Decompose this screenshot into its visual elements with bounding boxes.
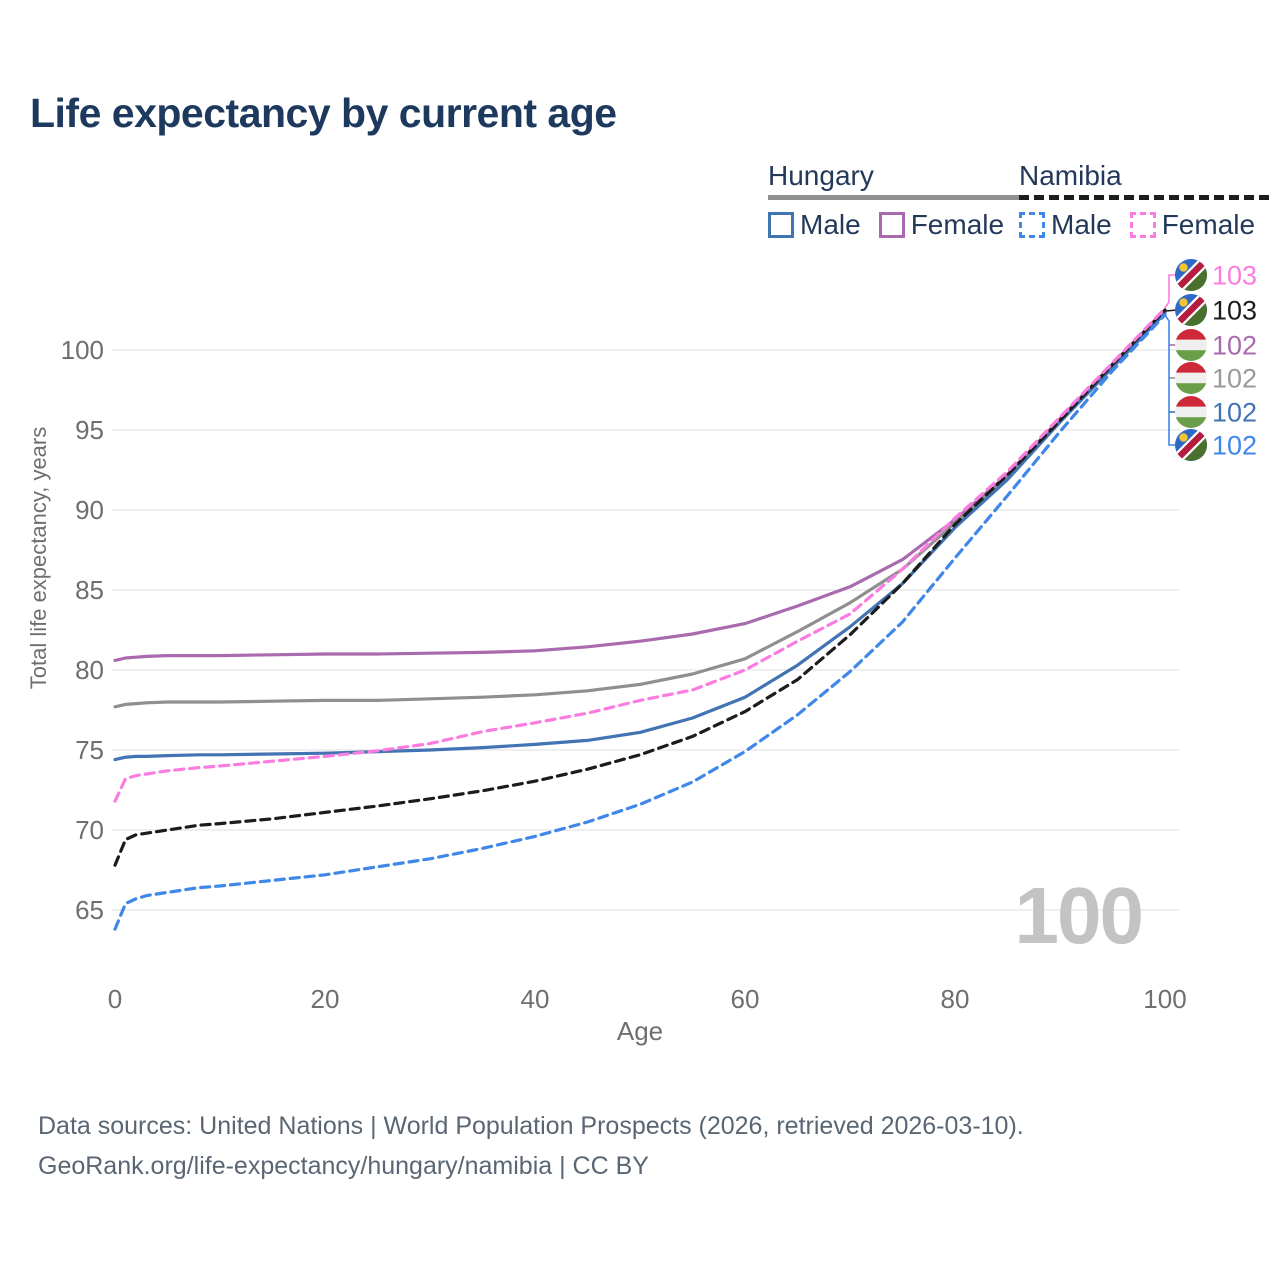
- y-tick-label: 80: [75, 655, 104, 685]
- end-value-label-hungary-combined: 102: [1212, 364, 1257, 394]
- legend: Hungary Male Female Namibia Male: [0, 160, 1280, 240]
- series-line-hungary-male[interactable]: [113, 311, 1167, 762]
- series-line-namibia-female[interactable]: [113, 306, 1167, 803]
- legend-item-hungary-female[interactable]: Female: [878, 209, 1005, 241]
- label-connector: [1164, 314, 1177, 446]
- series-line-namibia-combined[interactable]: [113, 308, 1167, 867]
- legend-label-hungary-female: Female: [910, 209, 1005, 240]
- legend-group-namibia: Namibia Male Female: [1019, 160, 1274, 241]
- footer-data-sources: Data sources: United Nations | World Pop…: [38, 1112, 1024, 1140]
- namibia-female-swatch: [1129, 212, 1156, 238]
- namibia-flag-icon: [1175, 429, 1207, 461]
- legend-country-hungary-label[interactable]: Hungary: [768, 160, 874, 191]
- hungary-flag-icon: [1175, 362, 1207, 394]
- footer-attribution: GeoRank.org/life-expectancy/hungary/nami…: [38, 1152, 649, 1180]
- x-tick-label: 0: [108, 984, 122, 1014]
- end-value-label-namibia-combined: 103: [1212, 296, 1257, 326]
- hungary-solid-line-swatch: [768, 195, 1023, 200]
- namibia-dashed-line-swatch: [1019, 195, 1274, 200]
- label-connector: [1164, 274, 1177, 309]
- legend-country-hungary[interactable]: Hungary: [768, 160, 1023, 200]
- y-tick-label: 90: [75, 495, 104, 525]
- chart-plot-area[interactable]: 100 65 70 75 80 85 90 95 100 0 20 40 60 80 100 Age Total…: [0, 240, 1280, 1060]
- end-value-label-hungary-female: 102: [1212, 331, 1257, 361]
- age-watermark: 100: [1015, 871, 1142, 960]
- end-value-label-hungary-male: 102: [1212, 398, 1257, 428]
- x-tick-label: 40: [521, 984, 550, 1014]
- life-expectancy-chart[interactable]: 100 65 70 75 80 85 90 95 100 0 20 40 60 80 100 Age Total…: [0, 240, 1280, 1060]
- footer: Data sources: United Nations | World Pop…: [38, 1106, 1024, 1186]
- x-tick-label: 80: [941, 984, 970, 1014]
- y-axis-title: Total life expectancy, years: [26, 427, 51, 690]
- y-tick-label: 100: [61, 335, 104, 365]
- series-line-hungary-female[interactable]: [113, 309, 1167, 662]
- x-tick-label: 60: [731, 984, 760, 1014]
- y-tick-label: 75: [75, 735, 104, 765]
- namibia-flag-icon: [1175, 294, 1207, 326]
- hungary-female-swatch: [878, 212, 905, 238]
- page-title: Life expectancy by current age: [30, 90, 617, 136]
- legend-country-namibia[interactable]: Namibia: [1019, 160, 1274, 200]
- legend-item-hungary-male[interactable]: Male: [768, 209, 861, 241]
- x-tick-label: 20: [311, 984, 340, 1014]
- end-value-label-namibia-male: 102: [1212, 431, 1257, 461]
- legend-label-namibia-male: Male: [1051, 209, 1112, 240]
- x-axis-title: Age: [617, 1016, 663, 1046]
- end-value-label-namibia-female: 103: [1212, 261, 1257, 291]
- namibia-flag-icon: [1175, 259, 1207, 291]
- legend-item-namibia-male[interactable]: Male: [1019, 209, 1112, 241]
- hungary-flag-icon: [1175, 329, 1207, 361]
- legend-item-namibia-female[interactable]: Female: [1129, 209, 1256, 241]
- legend-label-hungary-male: Male: [800, 209, 861, 240]
- y-tick-label: 70: [75, 815, 104, 845]
- y-tick-label: 95: [75, 415, 104, 445]
- y-tick-label: 65: [75, 895, 104, 925]
- x-tick-label: 100: [1143, 984, 1186, 1014]
- hungary-male-swatch: [768, 212, 794, 238]
- y-tick-label: 85: [75, 575, 104, 605]
- namibia-male-swatch: [1019, 212, 1045, 238]
- series-line-namibia-male[interactable]: [113, 313, 1167, 931]
- legend-group-hungary: Hungary Male Female: [768, 160, 1023, 241]
- legend-country-namibia-label[interactable]: Namibia: [1019, 160, 1122, 191]
- hungary-flag-icon: [1175, 396, 1207, 428]
- legend-label-namibia-female: Female: [1161, 209, 1256, 240]
